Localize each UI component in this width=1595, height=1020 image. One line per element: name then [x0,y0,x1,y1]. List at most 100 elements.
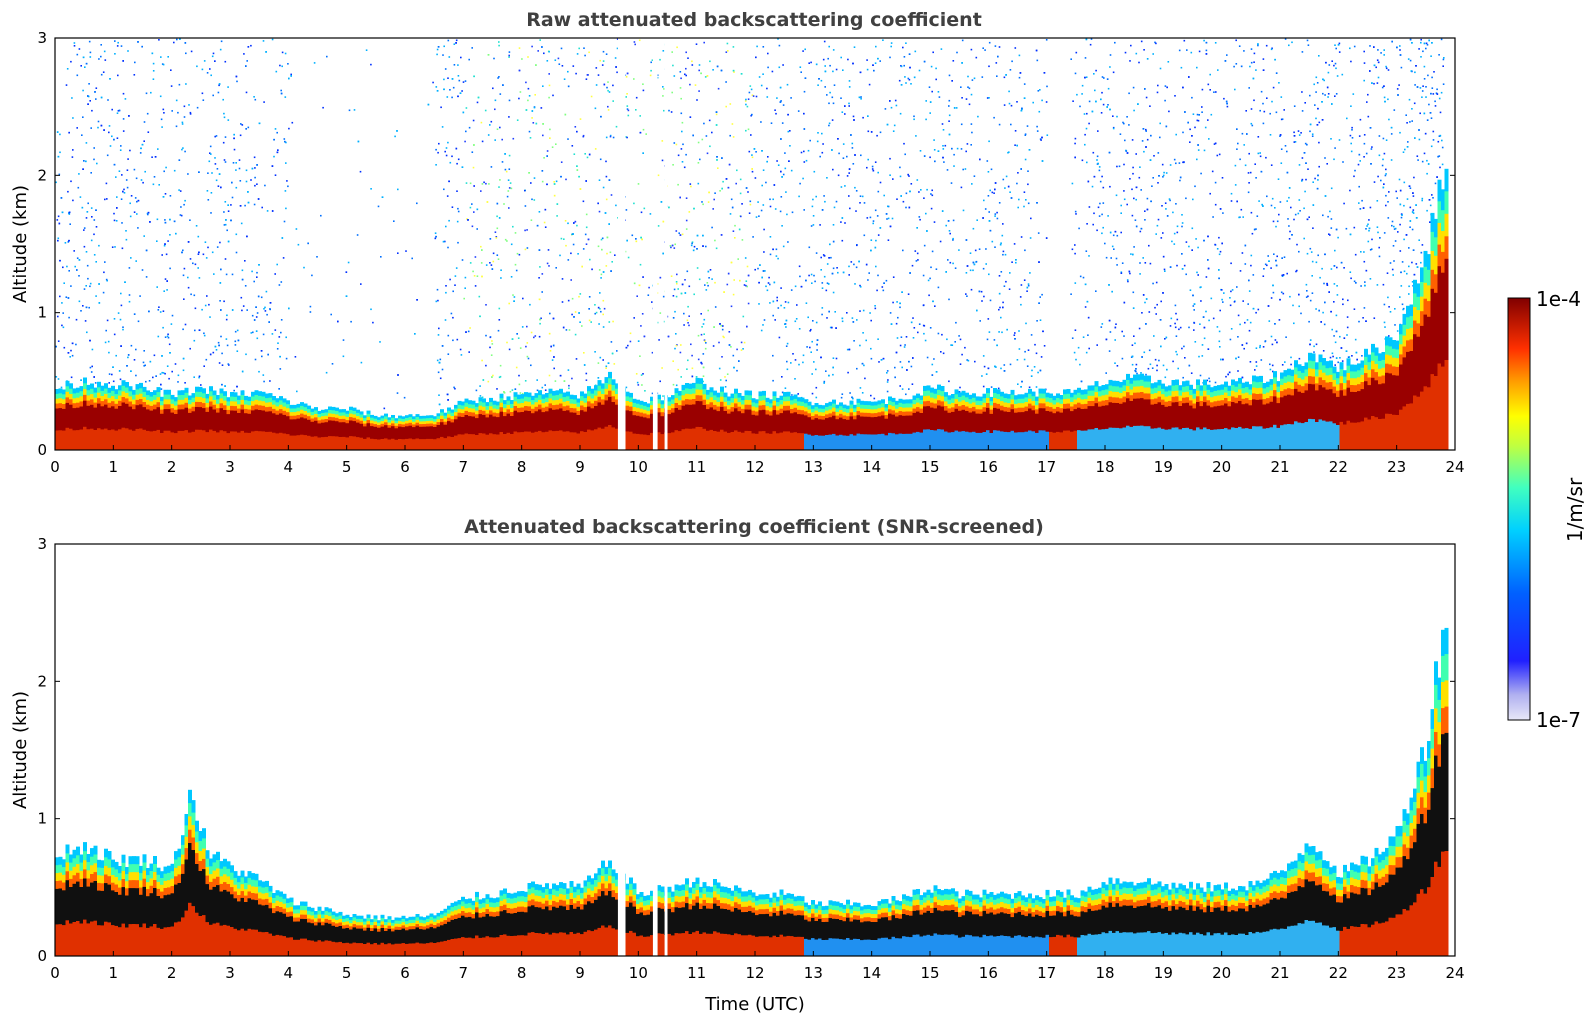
noise-point [831,119,834,121]
noise-point [294,356,297,358]
noise-point [607,81,609,83]
noise-point [1142,257,1144,259]
noise-point [1321,101,1323,103]
noise-point [81,206,84,209]
backscatter-column [247,432,252,450]
noise-point [1219,250,1222,253]
noise-point [284,190,287,192]
noise-point [769,253,772,256]
noise-point [805,159,808,162]
noise-point [651,351,654,354]
noise-point [540,107,543,109]
noise-point [115,220,118,222]
noise-point [962,168,964,171]
noise-point [1197,144,1199,146]
noise-point [447,246,449,249]
noise-point [1351,137,1354,139]
noise-point [1290,363,1292,366]
noise-point [1431,194,1433,196]
noise-point [675,333,677,335]
noise-point [464,287,466,289]
noise-point [1212,216,1214,218]
noise-point [781,176,783,178]
noise-point [1309,343,1311,346]
noise-point [616,47,619,50]
noise-point [1181,222,1184,224]
noise-point [583,352,585,354]
noise-point [526,342,529,344]
noise-point [518,97,520,100]
noise-point [516,119,519,121]
noise-point [948,74,951,77]
noise-point [902,200,905,203]
noise-point [454,387,456,390]
noise-point [1091,110,1094,113]
noise-point [1271,100,1273,103]
noise-point [1358,135,1361,137]
noise-point [599,308,601,310]
noise-point [802,361,804,364]
noise-point [727,50,729,52]
backscatter-column [251,410,255,450]
noise-point [876,289,878,292]
noise-point [438,403,441,406]
noise-point [1410,70,1413,72]
noise-point [919,150,922,152]
noise-point [1181,268,1184,270]
noise-point [238,167,241,170]
noise-point [1400,216,1403,219]
noise-point [245,91,248,94]
noise-point [1203,337,1206,340]
noise-point [1218,269,1220,271]
noise-point [160,118,163,121]
noise-point [676,273,678,276]
noise-point [285,141,287,144]
noise-point [731,206,734,209]
noise-point [1401,303,1404,306]
noise-point [930,266,932,269]
noise-point [858,260,860,263]
noise-point [240,123,242,125]
noise-point [1217,69,1219,71]
noise-point [584,153,586,155]
noise-point [496,215,498,218]
noise-point [598,323,600,325]
noise-point [454,284,456,286]
noise-point [1328,64,1331,66]
noise-point [114,53,116,55]
noise-point [1442,58,1445,61]
noise-point [688,285,691,288]
noise-point [104,341,107,344]
noise-point [1413,273,1416,276]
noise-point [1177,367,1179,370]
noise-point [501,138,503,141]
noise-point [635,238,637,240]
noise-point [1291,234,1293,236]
noise-point [203,334,206,337]
noise-point [951,147,953,150]
noise-point [445,225,447,228]
noise-point [212,351,215,354]
noise-point [573,316,575,318]
noise-point [457,64,459,66]
noise-point [908,53,911,55]
noise-point [909,66,911,69]
noise-point [1140,40,1143,43]
noise-point [1345,350,1348,352]
noise-point [561,278,564,280]
noise-point [615,125,618,128]
noise-point [1283,109,1285,111]
noise-point [507,179,510,181]
noise-point [1286,200,1288,202]
noise-point [602,313,604,316]
noise-point [1109,231,1112,234]
noise-point [156,218,159,221]
noise-point [730,261,733,264]
noise-point [445,285,447,287]
noise-point [1085,76,1088,78]
noise-point [1367,115,1370,118]
noise-point [140,179,143,181]
backscatter-column [83,426,87,450]
noise-point [225,338,228,340]
noise-point [714,306,717,308]
